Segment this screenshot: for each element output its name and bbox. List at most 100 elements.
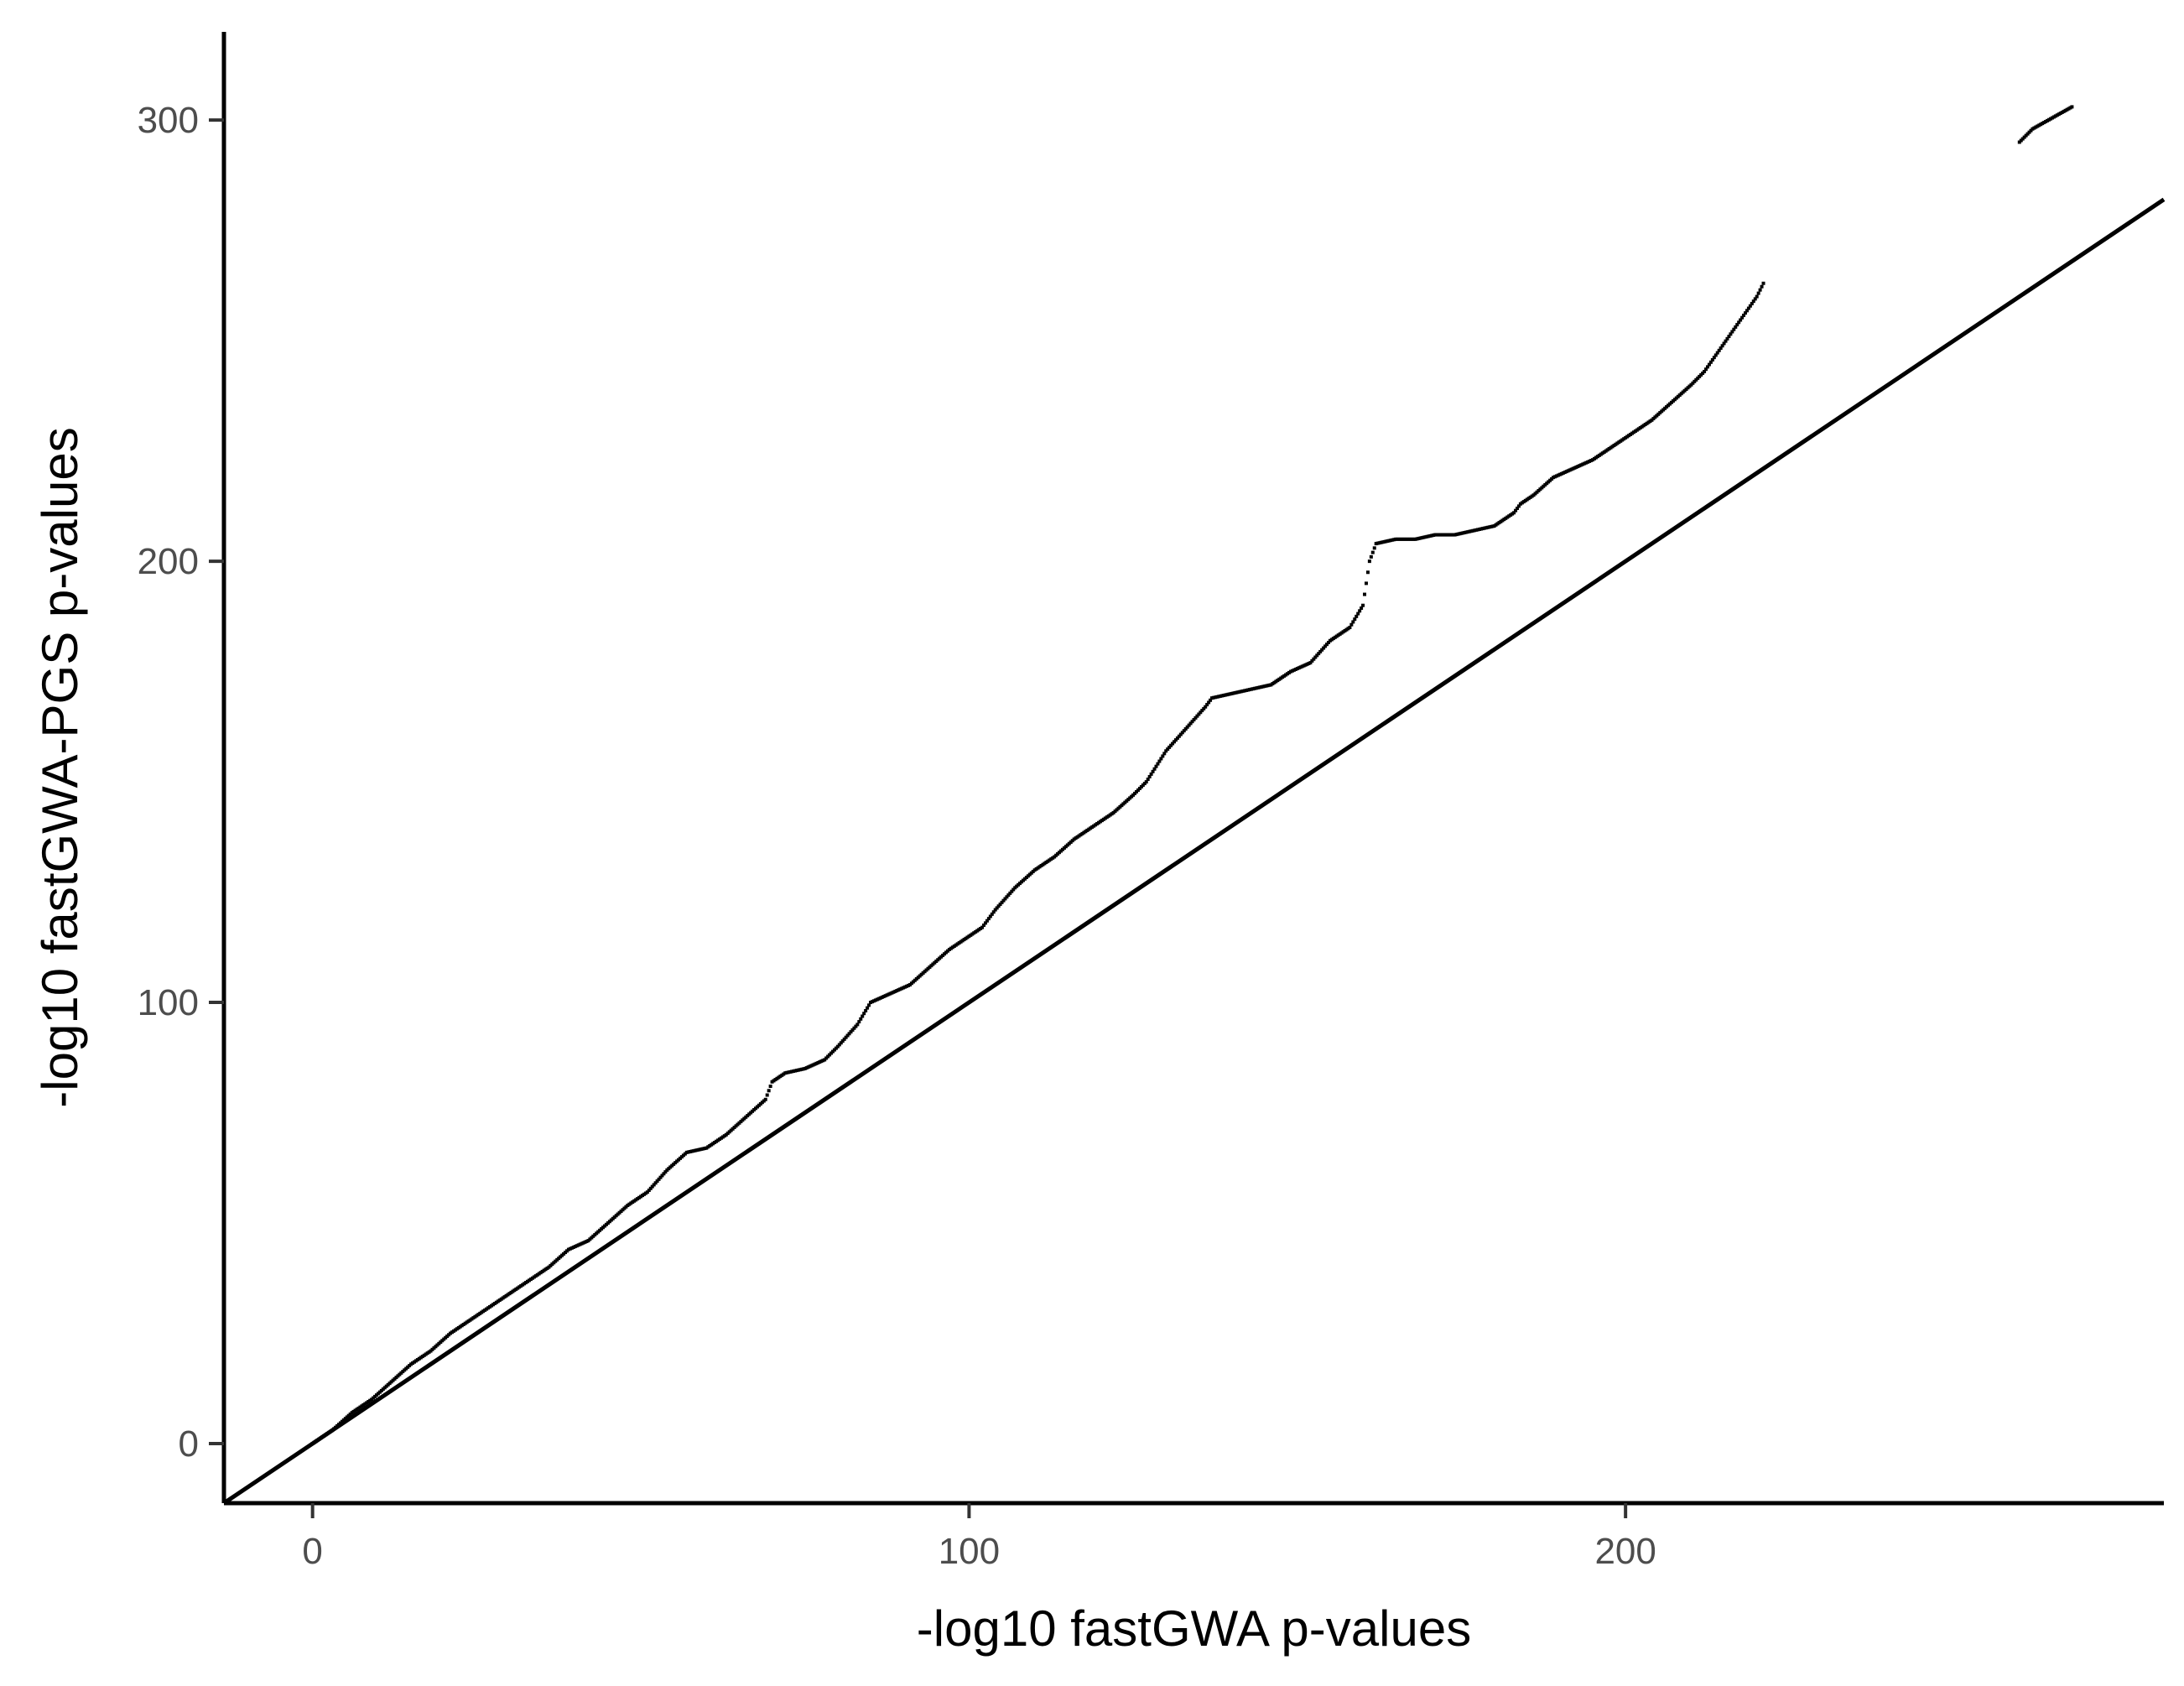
data-point-interp xyxy=(1157,759,1162,763)
data-point-interp xyxy=(986,917,991,921)
data-point-interp xyxy=(1205,703,1209,707)
data-point-interp xyxy=(1325,643,1329,647)
data-point-interp xyxy=(1744,311,1748,315)
data-point xyxy=(1308,661,1313,665)
data-point-interp xyxy=(1146,778,1150,782)
data-point-interp xyxy=(1197,712,1201,716)
data-point-interp xyxy=(1310,658,1314,663)
data-point-interp xyxy=(1370,550,1375,554)
data-point-interp xyxy=(1737,320,1741,325)
data-point-interp xyxy=(1748,304,1752,308)
data-point-interp xyxy=(657,1177,661,1181)
data-point-interp xyxy=(985,918,989,923)
data-point-interp xyxy=(983,921,987,925)
data-point-interp xyxy=(1363,592,1367,596)
data-point-interp xyxy=(1209,698,1213,702)
data-point-interp xyxy=(1355,614,1359,618)
data-point-interp xyxy=(861,1014,865,1018)
data-point-interp xyxy=(1171,742,1175,746)
data-point-interp xyxy=(1708,360,1713,364)
data-point xyxy=(855,1023,860,1027)
data-point-interp xyxy=(1751,299,1755,304)
data-point-interp xyxy=(1182,729,1186,733)
data-point-interp xyxy=(1349,622,1354,627)
data-point-interp xyxy=(864,1008,868,1012)
data-point-interp xyxy=(1162,752,1167,756)
data-point-interp xyxy=(990,912,994,916)
data-point-interp xyxy=(1315,653,1319,658)
data-point-interp xyxy=(1722,341,1726,346)
data-point-interp xyxy=(1180,731,1184,735)
data-point-interp xyxy=(652,1183,656,1187)
y-axis-ticks: 0 100 200 300 xyxy=(138,100,224,1465)
data-point-interp xyxy=(768,1084,772,1088)
data-point-interp xyxy=(1323,644,1328,648)
data-point-interp xyxy=(1712,356,1716,360)
data-point xyxy=(1703,369,1707,373)
data-point-interp xyxy=(1005,895,1009,899)
data-point-interp xyxy=(850,1028,855,1032)
data-point-interp xyxy=(1353,617,1357,622)
x-tick-label: 0 xyxy=(302,1531,322,1572)
y-tick-label: 100 xyxy=(138,982,199,1023)
data-point-interp xyxy=(1364,581,1368,585)
data-point-interp xyxy=(1734,325,1738,329)
data-point-interp xyxy=(1750,301,1754,305)
data-point-interp xyxy=(1167,745,1172,749)
data-point-interp xyxy=(1187,723,1191,727)
data-point-interp xyxy=(839,1041,843,1045)
data-point-interp xyxy=(1720,344,1724,348)
data-point-interp xyxy=(866,1006,870,1010)
data-point-interp xyxy=(1713,353,1718,357)
data-point-interp xyxy=(1365,570,1370,575)
data-point xyxy=(980,925,985,929)
data-point xyxy=(835,1044,840,1049)
data-point-interp xyxy=(1192,718,1196,722)
data-point-interp xyxy=(1326,640,1330,644)
y-tick-label: 0 xyxy=(179,1423,199,1465)
data-point-interp xyxy=(1704,367,1708,372)
data-point-interp xyxy=(1322,646,1326,650)
data-point-interp xyxy=(1177,734,1181,738)
data-point-interp xyxy=(663,1170,668,1174)
data-point-interp xyxy=(1173,738,1178,742)
data-point-interp xyxy=(1725,336,1729,341)
data-point-interp xyxy=(1169,743,1173,747)
data-point-interp xyxy=(1740,315,1745,320)
data-point-interp xyxy=(1320,648,1324,652)
data-point-interp xyxy=(847,1032,851,1036)
data-point-interp xyxy=(1178,732,1183,736)
data-point-interp xyxy=(1003,897,1007,901)
data-point-interp xyxy=(1758,288,1762,292)
data-point-interp xyxy=(1207,700,1211,705)
data-point-interp xyxy=(1199,710,1203,715)
data-point-interp xyxy=(842,1037,846,1041)
data-point xyxy=(1183,726,1188,731)
data-point-interp xyxy=(1195,714,1199,718)
data-point-interp xyxy=(1173,740,1177,744)
y-axis-title: -log10 fastGWA-PGS p-values xyxy=(32,427,88,1107)
data-point-interp xyxy=(1742,313,1746,317)
data-point xyxy=(993,908,997,912)
data-point-interp xyxy=(1724,339,1728,343)
data-point-interp xyxy=(1717,348,1721,352)
data-point-interp xyxy=(767,1089,771,1093)
data-point xyxy=(1144,780,1148,784)
data-point-interp xyxy=(1000,900,1004,904)
data-point xyxy=(1761,281,1765,285)
data-point-interp xyxy=(1715,351,1719,355)
data-point xyxy=(1512,511,1516,515)
data-point-interp xyxy=(1745,309,1749,313)
data-point-interp xyxy=(1166,747,1170,752)
data-point-interp xyxy=(660,1173,664,1178)
data-point-interp xyxy=(1760,284,1764,289)
data-point-interp xyxy=(1719,346,1723,351)
data-point-interp xyxy=(998,903,1002,907)
data-point-interp xyxy=(859,1017,863,1021)
data-point-interp xyxy=(1746,306,1750,310)
data-point-interp xyxy=(1516,507,1519,511)
data-point-interp xyxy=(1200,709,1204,713)
data-point xyxy=(1367,559,1371,564)
data-point-interp xyxy=(1008,891,1012,895)
data-point-interp xyxy=(648,1186,653,1190)
